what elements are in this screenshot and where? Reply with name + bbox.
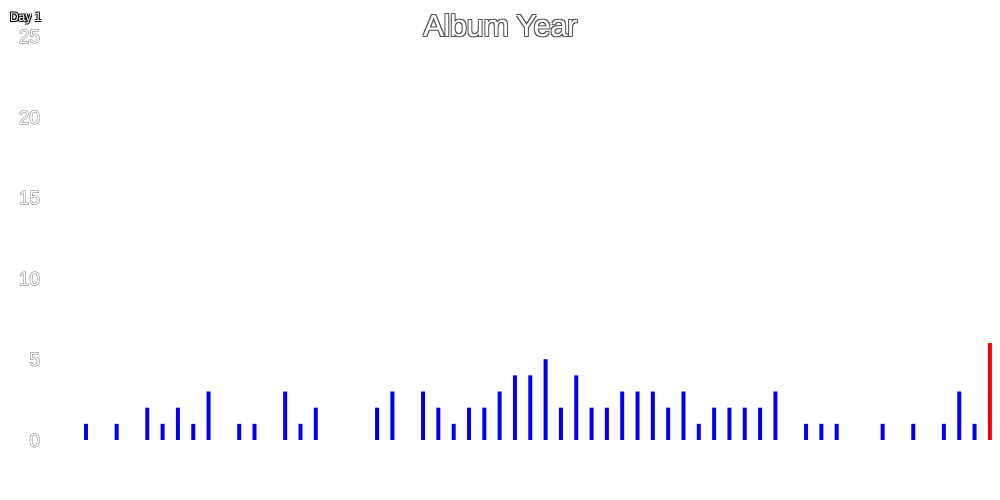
bar bbox=[497, 391, 502, 440]
y-tick-label: 10 bbox=[19, 269, 40, 290]
bar bbox=[206, 391, 211, 440]
bar bbox=[421, 391, 426, 440]
bar bbox=[742, 407, 747, 440]
bar bbox=[727, 407, 732, 440]
y-tick-label: 25 bbox=[19, 27, 40, 48]
bar bbox=[313, 407, 318, 440]
bar bbox=[451, 423, 456, 440]
bar bbox=[635, 391, 640, 440]
bar bbox=[880, 423, 885, 440]
bar bbox=[957, 391, 962, 440]
bar bbox=[758, 407, 763, 440]
bar bbox=[666, 407, 671, 440]
bar bbox=[467, 407, 471, 440]
bar bbox=[298, 423, 303, 440]
bar bbox=[436, 407, 441, 440]
chart-title: Album Year bbox=[423, 8, 577, 43]
bar bbox=[528, 375, 533, 440]
bar bbox=[191, 423, 196, 440]
day-label: Day 1 bbox=[10, 10, 42, 24]
bar bbox=[681, 391, 686, 440]
bar bbox=[160, 423, 165, 440]
bar bbox=[650, 391, 655, 440]
bar bbox=[804, 423, 809, 440]
y-tick-label: 5 bbox=[29, 350, 40, 371]
bar bbox=[712, 407, 717, 440]
bar bbox=[175, 407, 180, 440]
bar bbox=[604, 407, 609, 440]
y-tick-label: 20 bbox=[19, 108, 40, 129]
highlighted-bar bbox=[987, 343, 992, 440]
bar bbox=[819, 423, 824, 440]
y-axis: 0 5 10 15 20 25 bbox=[18, 27, 40, 453]
bar bbox=[696, 423, 701, 440]
bar bbox=[512, 375, 517, 440]
bar bbox=[390, 391, 395, 440]
bar bbox=[114, 423, 119, 440]
bar bbox=[620, 391, 625, 440]
y-tick-label: 0 bbox=[29, 431, 40, 452]
bar bbox=[972, 423, 977, 440]
bar bbox=[543, 359, 548, 440]
bar bbox=[252, 423, 257, 440]
bar bbox=[375, 407, 380, 440]
bar bbox=[834, 423, 839, 440]
bar bbox=[941, 423, 946, 440]
bar bbox=[482, 407, 487, 440]
bar bbox=[558, 407, 563, 440]
y-tick-label: 15 bbox=[19, 189, 40, 210]
bar bbox=[911, 423, 916, 440]
bar bbox=[283, 391, 288, 440]
bar bbox=[84, 423, 88, 440]
bar bbox=[574, 375, 579, 440]
bar bbox=[589, 407, 594, 440]
bars bbox=[84, 343, 992, 440]
bar bbox=[237, 423, 242, 440]
bar bbox=[773, 391, 778, 440]
bar bbox=[145, 407, 150, 440]
